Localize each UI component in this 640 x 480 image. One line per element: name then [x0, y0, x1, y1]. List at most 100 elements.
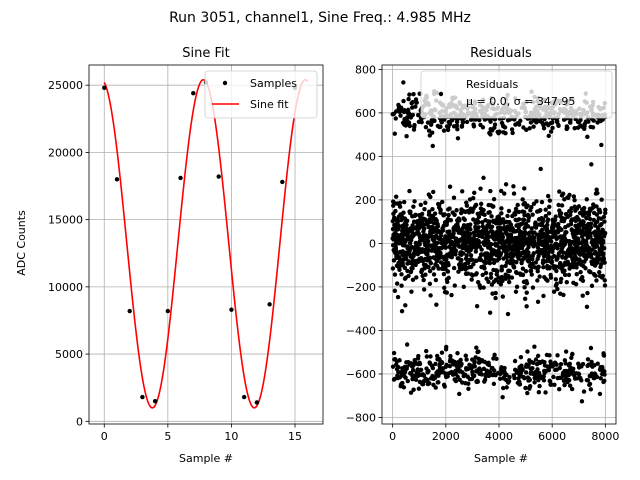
residual-point	[534, 199, 539, 204]
sample-point	[152, 398, 158, 404]
residual-point	[410, 367, 416, 373]
residual-point	[522, 233, 527, 238]
residual-point	[514, 270, 519, 276]
residual-point	[569, 206, 574, 211]
residual-point	[581, 205, 587, 211]
residual-point	[471, 195, 476, 201]
residual-point	[397, 267, 402, 272]
residual-point	[423, 272, 428, 277]
residual-point	[601, 251, 606, 256]
residual-point	[439, 360, 445, 366]
sample-point	[114, 177, 120, 182]
residual-point	[497, 376, 503, 381]
residual-point	[520, 266, 526, 271]
residual-point	[544, 241, 550, 247]
residual-point	[558, 362, 564, 367]
residual-point	[422, 226, 427, 231]
residual-point	[507, 374, 512, 380]
residual-point	[439, 120, 444, 125]
residual-point	[496, 275, 501, 280]
residual-point	[431, 189, 436, 195]
residual-point	[390, 364, 396, 369]
residual-point	[405, 115, 410, 120]
residual-point	[557, 189, 562, 194]
residual-point	[474, 271, 479, 276]
residual-point	[520, 197, 525, 202]
residual-point	[474, 258, 479, 263]
residual-point	[412, 199, 417, 204]
residual-point	[502, 365, 507, 371]
residual-point	[406, 120, 412, 125]
residual-point	[395, 227, 401, 232]
residual-point	[476, 214, 482, 220]
residual-point	[541, 374, 546, 379]
residual-point	[444, 256, 449, 262]
residual-point	[584, 304, 590, 310]
residual-point	[412, 122, 417, 128]
residual-point	[552, 382, 557, 388]
residual-point	[401, 385, 407, 390]
residual-point	[563, 361, 568, 366]
residual-point	[588, 234, 593, 239]
residual-point	[531, 251, 536, 256]
residual-point	[602, 260, 607, 265]
residual-point	[586, 362, 591, 367]
residual-point	[471, 217, 476, 222]
residual-point	[466, 210, 472, 215]
residual-point	[560, 191, 566, 196]
residual-point	[522, 285, 527, 290]
residuals-ytick-label: 400	[355, 150, 376, 163]
residual-point	[433, 277, 439, 283]
sine-fit-ylabel: ADC Counts	[15, 210, 28, 276]
residual-point	[479, 372, 485, 377]
residual-point	[536, 370, 542, 376]
residual-point	[410, 99, 415, 105]
residual-point	[393, 194, 399, 199]
residual-point	[463, 244, 469, 249]
residual-point	[547, 265, 552, 270]
residual-point	[554, 281, 559, 287]
residual-point	[416, 370, 421, 375]
residual-point	[517, 382, 523, 387]
residual-point	[464, 203, 470, 208]
residual-point	[401, 80, 406, 85]
residual-point	[423, 124, 429, 130]
residual-point	[535, 367, 540, 372]
residual-point	[431, 266, 436, 271]
residual-point	[428, 354, 433, 359]
residual-point	[594, 187, 599, 192]
residual-point	[602, 378, 607, 384]
residual-point	[450, 252, 455, 257]
residual-point	[419, 120, 424, 125]
residual-point	[452, 360, 458, 365]
residual-point	[447, 206, 452, 211]
legend-residuals-label: Residuals	[466, 78, 518, 91]
residual-point	[473, 249, 479, 254]
residual-point	[550, 364, 555, 369]
residual-point	[415, 112, 421, 118]
residuals-xtick-label: 8000	[591, 430, 619, 443]
residual-point	[509, 235, 514, 241]
residual-point	[524, 290, 529, 295]
residual-point	[481, 285, 486, 290]
residual-point	[465, 366, 471, 372]
residual-point	[487, 310, 493, 315]
residual-point	[440, 199, 445, 205]
residual-point	[523, 269, 529, 274]
residual-point	[504, 251, 509, 257]
residual-point	[442, 384, 447, 389]
residual-point	[561, 292, 566, 298]
residual-point	[504, 255, 509, 260]
residual-point	[422, 206, 427, 212]
residual-point	[468, 227, 473, 232]
residual-point	[486, 239, 491, 244]
residual-point	[443, 265, 448, 271]
residual-point	[602, 369, 607, 374]
residual-point	[559, 227, 564, 232]
residual-point	[574, 272, 579, 277]
residual-point	[466, 381, 471, 386]
residual-point	[468, 222, 473, 227]
residual-point	[480, 272, 485, 278]
residual-point	[522, 376, 527, 381]
